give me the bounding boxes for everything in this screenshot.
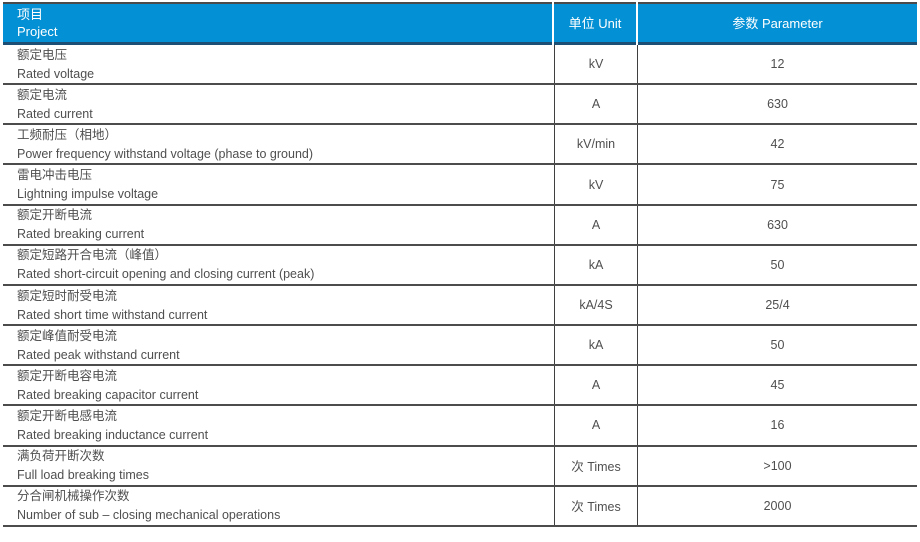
row-label-zh: 额定短时耐受电流: [17, 288, 118, 303]
header-cell-project: 项目 Project: [3, 2, 552, 45]
row-label-zh: 额定短路开合电流（峰值）: [17, 248, 168, 263]
table-row: 额定电压 Rated voltage kV 12: [3, 45, 917, 86]
row-unit-cell: kA: [554, 245, 638, 284]
row-label-zh: 工频耐压（相地）: [17, 127, 118, 142]
row-unit-cell: kA/4S: [554, 285, 638, 325]
row-project-cell: 额定开断电容电流 Rated breaking capacitor curren…: [3, 366, 554, 404]
row-label-en: Full load breaking times: [17, 468, 150, 483]
row-project-cell: 额定开断电感电流 Rated breaking inductance curre…: [3, 406, 554, 444]
row-project-cell: 雷电冲击电压 Lightning impulse voltage: [3, 165, 554, 203]
row-value-cell: 50: [770, 257, 785, 272]
row-project-cell: 额定开断电流 Rated breaking current: [3, 206, 554, 244]
row-unit-cell: kV: [554, 45, 638, 84]
row-label-zh: 分合闸机械操作次数: [17, 489, 130, 504]
header-cell-parameter: 参数 Parameter: [638, 2, 917, 45]
row-label-en: Rated short time withstand current: [17, 307, 208, 322]
row-project-cell: 额定短路开合电流（峰值） Rated short-circuit opening…: [3, 246, 554, 284]
row-label-en: Rated voltage: [17, 66, 95, 81]
row-value-cell: 630: [767, 97, 788, 112]
row-project-cell: 额定电压 Rated voltage: [3, 45, 554, 83]
table-row: 分合闸机械操作次数 Number of sub – closing mechan…: [3, 486, 917, 527]
row-value-cell: >100: [763, 458, 792, 473]
row-label-en: Number of sub – closing mechanical opera…: [17, 508, 281, 523]
row-unit-cell: A: [554, 406, 638, 445]
row-label-zh: 额定开断电感电流: [17, 408, 118, 423]
row-project-cell: 额定峰值耐受电流 Rated peak withstand current: [3, 326, 554, 364]
header-unit-label: 单位 Unit: [568, 15, 622, 31]
row-value-cell: 50: [770, 338, 785, 353]
row-unit-cell: kV: [554, 165, 638, 204]
row-value-cell: 75: [770, 177, 785, 192]
row-value-cell: 42: [770, 137, 785, 152]
row-label-zh: 满负荷开断次数: [17, 449, 105, 464]
table-body: 额定电压 Rated voltage kV 12 额定电流 Rated curr…: [3, 45, 917, 527]
row-value-cell: 2000: [763, 498, 792, 513]
row-label-en: Rated breaking capacitor current: [17, 387, 199, 402]
table-row: 额定电流 Rated current A 630: [3, 85, 917, 126]
row-label-en: Rated current: [17, 106, 93, 121]
header-project-en: Project: [17, 24, 58, 39]
row-unit-cell: 次 Times: [554, 446, 638, 485]
row-unit-cell: A: [554, 366, 638, 405]
row-label-zh: 额定电压: [17, 47, 68, 62]
row-label-zh: 额定电流: [17, 87, 68, 102]
table-row: 额定峰值耐受电流 Rated peak withstand current kA…: [3, 326, 917, 367]
row-label-zh: 额定开断电容电流: [17, 368, 118, 383]
header-cell-unit: 单位 Unit: [554, 2, 636, 45]
table-row: 额定短时耐受电流 Rated short time withstand curr…: [3, 285, 917, 327]
row-project-cell: 额定短时耐受电流 Rated short time withstand curr…: [3, 286, 554, 324]
row-label-en: Rated peak withstand current: [17, 347, 180, 362]
table-header-row: 项目 Project 单位 Unit 参数 Parameter: [3, 2, 917, 45]
header-project-zh: 项目: [17, 7, 44, 22]
row-unit-cell: A: [554, 85, 638, 124]
row-unit-cell: 次 Times: [554, 486, 638, 525]
table-row: 满负荷开断次数 Full load breaking times 次 Times…: [3, 446, 917, 487]
row-value-cell: 12: [770, 57, 785, 72]
row-label-zh: 雷电冲击电压: [17, 168, 93, 183]
table-row: 工频耐压（相地） Power frequency withstand volta…: [3, 125, 917, 166]
table-row: 额定开断电容电流 Rated breaking capacitor curren…: [3, 366, 917, 407]
row-unit-cell: kV/min: [554, 125, 638, 164]
row-project-cell: 额定电流 Rated current: [3, 85, 554, 123]
table-row: 雷电冲击电压 Lightning impulse voltage kV 75: [3, 165, 917, 206]
table-row: 额定短路开合电流（峰值） Rated short-circuit opening…: [3, 245, 917, 286]
row-project-cell: 工频耐压（相地） Power frequency withstand volta…: [3, 125, 554, 163]
row-value-cell: 45: [770, 378, 785, 393]
row-project-cell: 分合闸机械操作次数 Number of sub – closing mechan…: [3, 487, 554, 525]
row-project-cell: 满负荷开断次数 Full load breaking times: [3, 447, 554, 485]
specification-table: 项目 Project 单位 Unit 参数 Parameter 额定电压 Rat…: [3, 2, 917, 527]
row-label-en: Rated breaking current: [17, 227, 145, 242]
row-unit-cell: kA: [554, 326, 638, 365]
table-row: 额定开断电流 Rated breaking current A 630: [3, 205, 917, 246]
row-label-zh: 额定开断电流: [17, 208, 93, 223]
table-row: 额定开断电感电流 Rated breaking inductance curre…: [3, 406, 917, 447]
row-label-en: Rated breaking inductance current: [17, 427, 209, 442]
row-label-en: Lightning impulse voltage: [17, 187, 159, 202]
row-value-cell: 630: [767, 217, 788, 232]
row-value-cell: 25/4: [765, 298, 790, 313]
row-unit-cell: A: [554, 205, 638, 244]
header-parameter-label: 参数 Parameter: [732, 15, 823, 31]
row-label-en: Rated short-circuit opening and closing …: [17, 267, 315, 282]
row-label-zh: 额定峰值耐受电流: [17, 328, 118, 343]
row-value-cell: 16: [770, 418, 785, 433]
row-label-en: Power frequency withstand voltage (phase…: [17, 146, 314, 161]
